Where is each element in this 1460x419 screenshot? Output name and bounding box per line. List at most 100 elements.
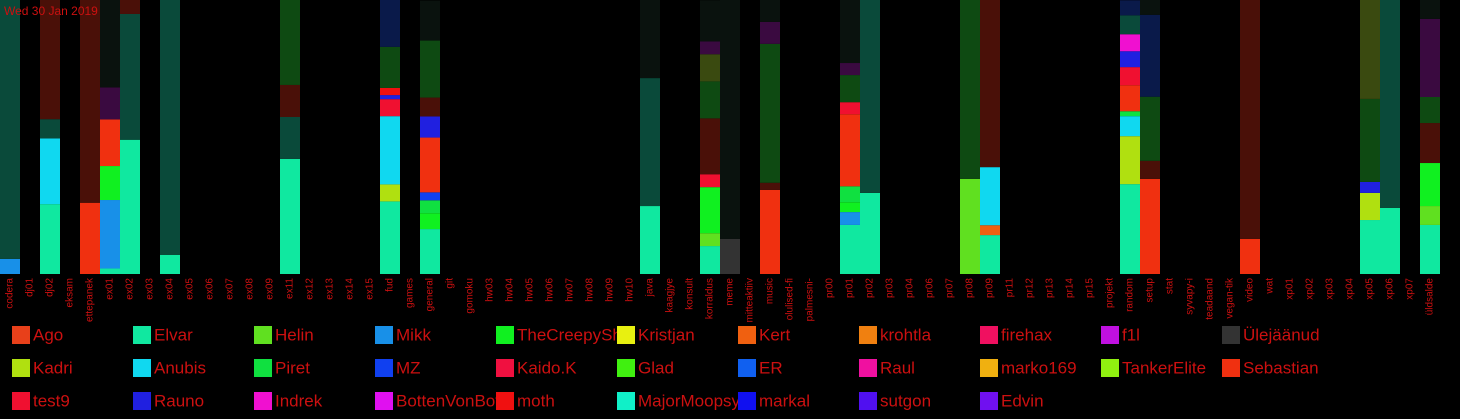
bar-segment — [420, 0, 440, 41]
bar-segment — [420, 213, 440, 230]
bar-segment — [380, 46, 400, 88]
x-tick-label: ex12 — [305, 278, 316, 300]
bar-segment — [380, 95, 400, 100]
x-tick-label: gomoku — [465, 278, 476, 314]
bar-segment — [700, 174, 720, 188]
legend-label: Kaido.K — [517, 358, 577, 377]
bar-segment — [980, 167, 1000, 226]
bar-segment — [380, 87, 400, 96]
legend-swatch — [133, 326, 151, 344]
bar-segment — [700, 54, 720, 82]
x-tick-label: pr13 — [1045, 278, 1056, 298]
x-tick-label: java — [645, 278, 656, 298]
bar-segment — [1120, 67, 1140, 86]
legend-label: marko169 — [1001, 358, 1077, 377]
bar-segment — [100, 119, 120, 167]
x-tick-label: syvapy-i — [1185, 278, 1196, 315]
bar-segment — [120, 0, 140, 14]
bar-segment — [380, 116, 400, 185]
legend-swatch — [375, 326, 393, 344]
bar-segment — [840, 212, 860, 225]
bar-segment — [960, 178, 980, 274]
bar-segment — [1420, 96, 1440, 124]
x-tick-label: ex14 — [345, 278, 356, 300]
legend-swatch — [254, 359, 272, 377]
legend-label: Indrek — [275, 391, 323, 410]
bar-segment — [840, 102, 860, 115]
x-tick-label: ex11 — [285, 278, 296, 299]
bar-segment — [1140, 160, 1160, 179]
bar-segment — [840, 75, 860, 103]
bar-segment — [640, 0, 660, 79]
legend-swatch — [1222, 326, 1240, 344]
x-tick-label: hw10 — [625, 278, 636, 302]
x-tick-label: olulised-fi — [785, 278, 796, 320]
x-tick-label: ex09 — [265, 278, 276, 300]
bar-segment — [1120, 34, 1140, 52]
legend-label: Raul — [880, 358, 915, 377]
bar-segment — [0, 0, 20, 259]
bar-segment — [1140, 178, 1160, 274]
x-tick-label: stat — [1165, 278, 1176, 294]
legend-label: Glad — [638, 358, 674, 377]
bar-segment — [640, 78, 660, 207]
bar-segment — [1420, 0, 1440, 19]
legend-swatch — [617, 326, 635, 344]
x-tick-label: korraldus — [705, 278, 716, 319]
bar-segment — [1120, 136, 1140, 185]
legend-label: firehax — [1001, 325, 1053, 344]
bar-segment — [840, 114, 860, 187]
legend-swatch — [133, 359, 151, 377]
legend-label: sutgon — [880, 391, 931, 410]
x-tick-label: random — [1125, 278, 1136, 312]
bar-segment — [40, 119, 60, 139]
bar-segment — [420, 192, 440, 201]
legend-label: Elvar — [154, 325, 193, 344]
x-tick-label: hw06 — [545, 278, 556, 302]
legend-label: ER — [759, 358, 783, 377]
x-tick-label: pr15 — [1085, 278, 1096, 298]
bar-segment — [1140, 0, 1160, 15]
x-tick-label: video — [1245, 278, 1256, 302]
bar-segment — [280, 84, 300, 117]
x-tick-label: hw08 — [585, 278, 596, 302]
bar-segment — [120, 13, 140, 140]
legend-swatch — [738, 392, 756, 410]
bar-segment — [420, 116, 440, 138]
bar-segment — [1360, 98, 1380, 182]
x-tick-label: xp02 — [1305, 278, 1316, 300]
x-tick-label: codera — [5, 278, 16, 309]
x-tick-label: general — [425, 278, 436, 311]
x-tick-label: xp06 — [1385, 278, 1396, 300]
bar-segment — [1360, 220, 1380, 274]
legend-swatch — [617, 392, 635, 410]
x-tick-label: xp01 — [1285, 278, 1296, 300]
x-tick-label: hw03 — [485, 278, 496, 302]
bar-segment — [720, 238, 740, 274]
legend-swatch — [133, 392, 151, 410]
bar-segment — [840, 202, 860, 213]
bar-segment — [700, 118, 720, 175]
bar-segment — [700, 187, 720, 234]
bar-segment — [80, 202, 100, 274]
bars — [0, 0, 1440, 274]
x-tick-label: hw04 — [505, 278, 516, 302]
legend-label: Kadri — [33, 358, 73, 377]
bar-segment — [420, 40, 440, 98]
bar-segment — [420, 229, 440, 274]
bar-segment — [980, 225, 1000, 236]
x-tick-label: games — [405, 278, 416, 308]
legend-label: MajorMoopsy — [638, 391, 741, 410]
bar-segment — [380, 99, 400, 117]
bar-segment — [840, 224, 860, 274]
legend-swatch — [980, 392, 998, 410]
bar-segment — [1120, 184, 1140, 274]
legend-swatch — [375, 392, 393, 410]
legend-label: Sebastian — [1243, 358, 1319, 377]
legend-swatch — [980, 359, 998, 377]
legend-label: MZ — [396, 358, 421, 377]
x-tick-label: fud — [385, 278, 396, 292]
bar-segment — [1420, 206, 1440, 225]
x-tick-label: mitteaktiiv — [745, 278, 756, 322]
bar-segment — [980, 0, 1000, 168]
